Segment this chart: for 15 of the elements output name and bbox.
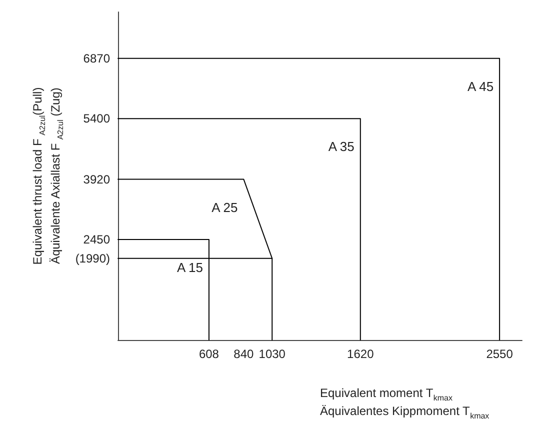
x-tick-label: 1620	[347, 347, 374, 361]
y-tick-label: 3920	[83, 172, 110, 186]
series-label: A 15	[176, 260, 203, 276]
x-tick-label: 840	[234, 347, 254, 361]
y-tick-label: 5400	[83, 112, 110, 126]
text: Equivalent thrust load F A2zul(Pull) Äquivalente Axiallast F A2zul (Zug)	[30, 87, 65, 265]
series-label: A 45	[468, 78, 494, 94]
y-tick-label: 2450	[83, 232, 110, 247]
x-tick-label: 2550	[486, 347, 514, 361]
y-tick-label: (1990)	[75, 251, 110, 266]
series-label: A 35	[328, 139, 354, 154]
y-tick-label: 6870	[83, 51, 110, 66]
x-tick-label: 608	[198, 347, 220, 361]
x-tick-label: 1030	[258, 347, 286, 361]
series-label: A 25	[212, 200, 238, 215]
